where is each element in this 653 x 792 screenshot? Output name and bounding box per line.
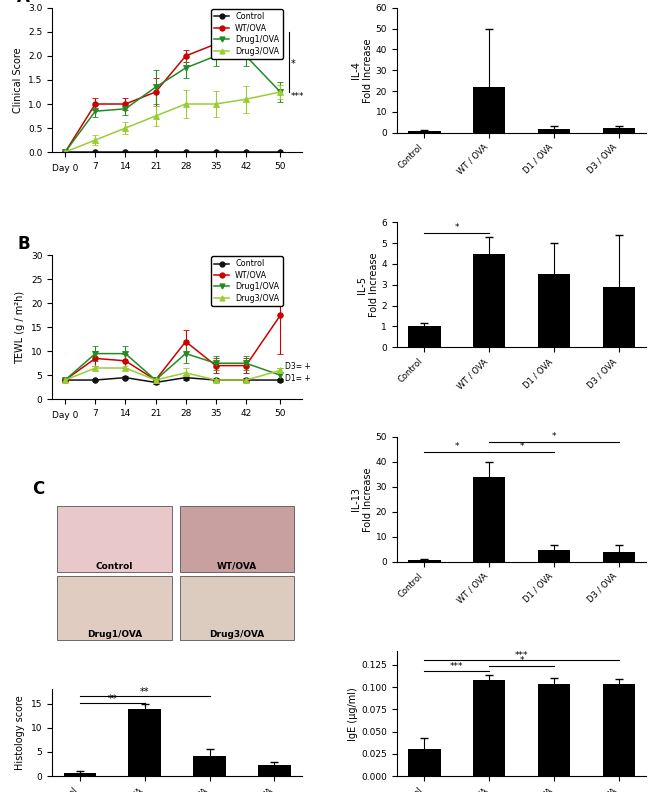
Text: ***: ***: [450, 661, 464, 671]
Text: Control: Control: [96, 562, 133, 570]
Bar: [473, 477, 505, 562]
Text: **: **: [108, 694, 117, 703]
Y-axis label: IL-5
Fold Increase: IL-5 Fold Increase: [357, 253, 379, 317]
Bar: [193, 756, 226, 776]
Bar: [408, 560, 441, 562]
Text: A: A: [17, 0, 30, 6]
Text: Day 0: Day 0: [52, 411, 78, 420]
Text: *: *: [291, 59, 295, 70]
Y-axis label: IL-13
Fold Increase: IL-13 Fold Increase: [351, 467, 373, 531]
Text: *: *: [519, 443, 524, 451]
Legend: Control, WT/OVA, Drug1/OVA, Drug3/OVA: Control, WT/OVA, Drug1/OVA, Drug3/OVA: [211, 9, 283, 59]
Bar: [57, 576, 172, 640]
Bar: [473, 680, 505, 776]
Text: Drug3/OVA: Drug3/OVA: [210, 630, 264, 639]
Bar: [408, 326, 441, 347]
Text: *: *: [519, 657, 524, 665]
Bar: [473, 253, 505, 347]
Text: *: *: [552, 432, 556, 441]
Bar: [603, 552, 635, 562]
Y-axis label: IgE (μg/ml): IgE (μg/ml): [349, 687, 358, 741]
Bar: [538, 683, 570, 776]
Text: WT/OVA: WT/OVA: [217, 562, 257, 570]
Text: *: *: [454, 223, 459, 232]
Bar: [180, 506, 295, 572]
Y-axis label: TEWL (g / m²h): TEWL (g / m²h): [16, 291, 25, 364]
Bar: [57, 506, 172, 572]
Bar: [603, 684, 635, 776]
Text: B: B: [17, 235, 30, 253]
Text: Drug1/OVA: Drug1/OVA: [87, 630, 142, 639]
Bar: [603, 287, 635, 347]
Text: D3= +: D3= +: [285, 363, 311, 371]
Bar: [538, 274, 570, 347]
Text: D: D: [327, 0, 341, 2]
Text: Day 0: Day 0: [52, 164, 78, 173]
Bar: [63, 773, 96, 776]
Y-axis label: Histology score: Histology score: [16, 695, 25, 770]
Text: **: **: [140, 687, 150, 698]
Y-axis label: Clinical Score: Clinical Score: [12, 48, 23, 112]
Bar: [538, 129, 570, 132]
Text: ***: ***: [291, 93, 304, 101]
Bar: [258, 765, 291, 776]
Bar: [408, 748, 441, 776]
Bar: [473, 87, 505, 132]
Bar: [538, 550, 570, 562]
Text: ***: ***: [515, 651, 528, 660]
Bar: [603, 128, 635, 132]
Y-axis label: IL-4
Fold Increase: IL-4 Fold Increase: [351, 38, 373, 102]
Bar: [129, 710, 161, 776]
Legend: Control, WT/OVA, Drug1/OVA, Drug3/OVA: Control, WT/OVA, Drug1/OVA, Drug3/OVA: [211, 257, 283, 306]
Text: *: *: [454, 443, 459, 451]
Text: D1= +: D1= +: [285, 375, 310, 383]
Text: C: C: [32, 480, 44, 498]
Bar: [180, 576, 295, 640]
Bar: [408, 131, 441, 132]
